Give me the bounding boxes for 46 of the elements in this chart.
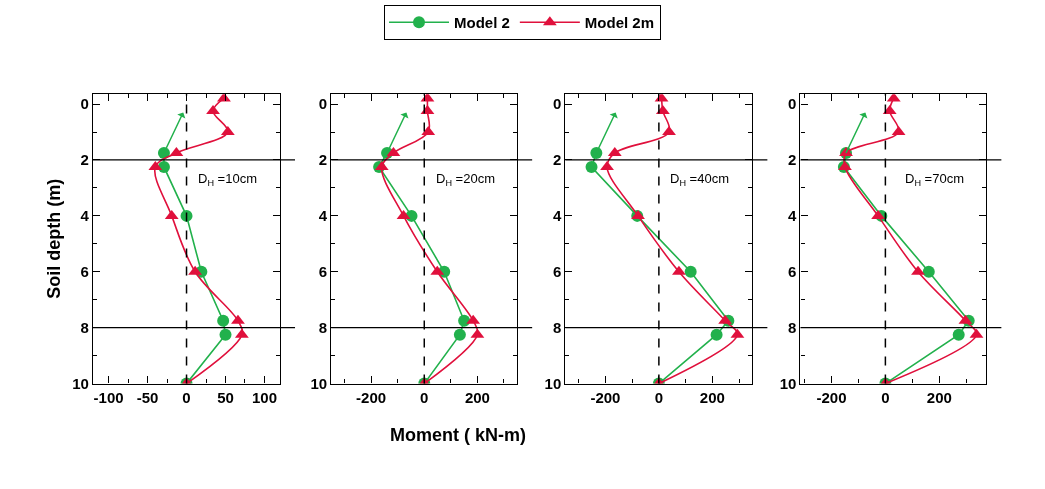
annotation: D$_{H}$ =40cm: [670, 171, 729, 188]
y-tick-label: 8: [80, 318, 89, 336]
y-tick-label: 0: [318, 95, 328, 113]
x-tick-label: 0: [654, 388, 664, 406]
y-tick-label: 2: [80, 151, 89, 169]
y-tick-label: 6: [318, 263, 328, 281]
x-tick-label: -200: [590, 388, 621, 406]
y-tick-label: 8: [788, 318, 797, 336]
x-tick-label: -200: [356, 388, 387, 406]
x-tick-label: 100: [251, 388, 277, 406]
y-tick-label: 6: [552, 263, 562, 281]
y-tick-label: 8: [552, 318, 562, 336]
x-tick-label: 200: [699, 388, 725, 406]
y-tick-label: 4: [552, 207, 562, 225]
legend-label: Model 2: [454, 14, 510, 32]
annotation: D$_{H}$ =70cm: [905, 171, 964, 188]
x-tick-label: -200: [816, 388, 847, 406]
annotation: D$_{H}$ =20cm: [436, 171, 495, 188]
x-tick-label: 0: [881, 388, 890, 406]
legend-label: Model 2m: [584, 14, 655, 32]
x-tick-label: 0: [420, 388, 429, 406]
y-axis-title: Soil depth (m): [43, 178, 64, 299]
y-tick-label: 8: [318, 318, 328, 336]
x-tick-label: 200: [464, 388, 490, 406]
x-tick-label: 50: [217, 388, 234, 406]
y-tick-label: 6: [80, 263, 89, 281]
y-tick-label: 10: [779, 374, 797, 392]
y-tick-label: 2: [318, 151, 328, 169]
y-tick-label: 10: [544, 374, 562, 392]
y-tick-label: 6: [788, 263, 797, 281]
y-tick-label: 4: [318, 207, 328, 225]
y-tick-label: 2: [552, 151, 562, 169]
x-tick-label: -50: [136, 388, 159, 406]
y-tick-label: 4: [788, 207, 798, 225]
x-tick-label: 0: [182, 388, 191, 406]
y-tick-label: 4: [80, 207, 90, 225]
y-tick-label: 0: [80, 95, 89, 113]
y-tick-label: 0: [552, 95, 562, 113]
x-tick-label: -100: [93, 388, 124, 406]
y-tick-label: 2: [788, 151, 797, 169]
y-tick-label: 10: [72, 374, 89, 392]
x-axis-title: Moment ( kN-m): [390, 425, 526, 445]
annotation: D$_{H}$ =10cm: [198, 171, 257, 188]
y-tick-label: 0: [788, 95, 797, 113]
x-tick-label: 200: [926, 388, 952, 406]
y-tick-label: 10: [310, 374, 328, 392]
